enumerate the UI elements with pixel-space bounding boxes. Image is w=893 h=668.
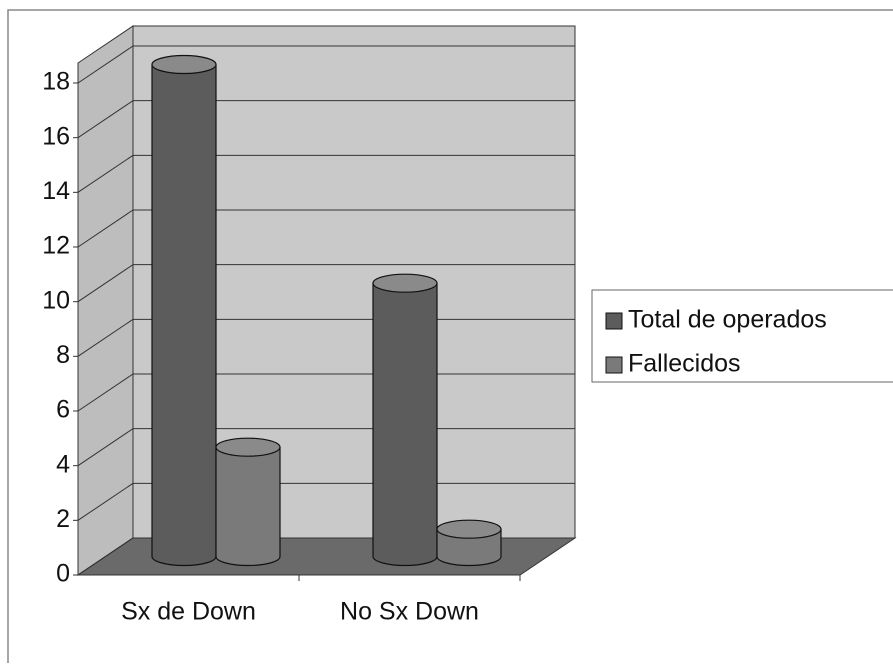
bar-top [372,273,438,293]
side-wall [77,25,134,576]
grid-line [77,264,134,303]
y-tick-label: 12 [42,232,70,260]
bar [151,63,217,567]
bar [215,446,281,567]
grid-line [77,45,134,84]
grid-line [77,482,134,521]
grid-line [77,209,134,248]
bar-top [436,519,502,539]
y-tick-label: 10 [42,286,70,314]
y-tick-label: 2 [56,505,70,533]
legend-swatch [605,356,623,374]
legend-swatch [605,312,623,330]
bar-top [215,437,281,457]
grid-line [77,318,134,357]
y-tick-label: 18 [42,68,70,96]
grid-line [77,100,134,139]
y-tick-label: 6 [56,396,70,424]
y-tick-label: 4 [56,450,70,478]
grid-line [77,373,134,412]
y-tick-label: 8 [56,341,70,369]
grid-line [77,154,134,193]
legend-label: Fallecidos [628,350,741,378]
legend-label: Total de operados [628,306,827,334]
bar [372,282,438,567]
grid-line [77,537,134,576]
y-tick-label: 0 [56,560,70,588]
y-tick-label: 14 [42,177,70,205]
bar [436,528,502,567]
x-tick-label: No Sx Down [340,598,479,626]
grid-line [77,428,134,467]
y-tick-label: 16 [42,122,70,150]
x-tick-label: Sx de Down [121,598,256,626]
bar-top [151,54,217,75]
legend-box [591,289,893,383]
